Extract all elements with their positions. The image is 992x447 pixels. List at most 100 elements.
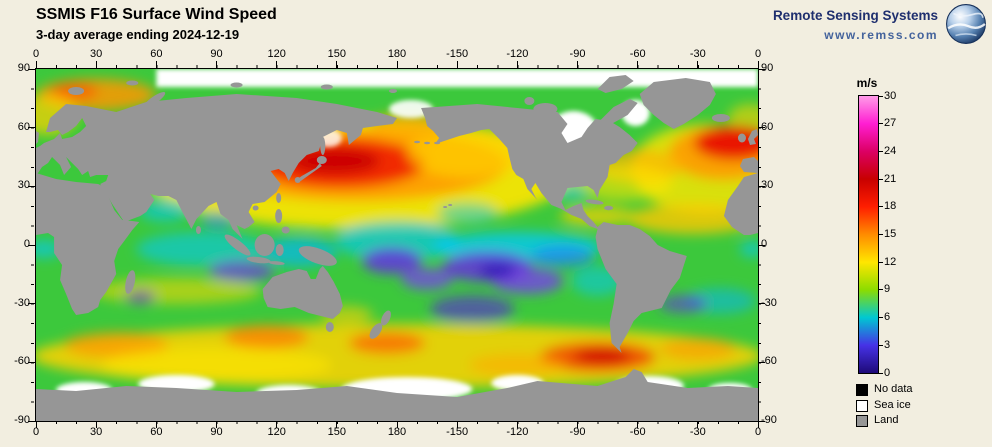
legend-label-no-data: No data — [874, 383, 913, 395]
colorbar-tick-label: 21 — [884, 172, 897, 185]
colorbar-tick-label: 3 — [884, 338, 891, 351]
lat-axis-label-right: 60 — [761, 120, 774, 133]
lat-major-tick-right — [758, 68, 765, 70]
lon-major-tick-top — [216, 61, 217, 68]
colorbar-tick — [879, 372, 883, 374]
colorbar-tick-label: 12 — [884, 255, 897, 268]
lon-axis-label-bottom: 90 — [210, 426, 223, 438]
legend-label-sea-ice: Sea ice — [874, 398, 911, 411]
landmass-greenland — [639, 78, 716, 129]
landmass-hawaii-1 — [443, 206, 448, 208]
colorbar-tick — [879, 344, 883, 346]
landmass-sri-lanka — [195, 226, 201, 234]
earth-globe-icon — [945, 3, 987, 45]
page-title: SSMIS F16 Surface Wind Speed — [36, 6, 277, 23]
lat-axis-label-right: 0 — [761, 238, 795, 251]
lat-major-tick-left — [28, 185, 35, 187]
lon-major-tick-bottom — [155, 421, 157, 428]
colorbar-tick — [879, 289, 883, 291]
lon-major-tick-bottom — [35, 421, 37, 428]
colorbar-tick — [879, 150, 883, 152]
lon-axis-label-bottom: -30 — [689, 426, 706, 438]
lat-axis-label-right: 30 — [761, 179, 774, 192]
landmass-sakhalin — [320, 137, 326, 155]
lon-major-tick-top — [396, 61, 398, 68]
landmass-banks-island — [524, 97, 535, 105]
lat-axis-label-left: 0 — [23, 238, 30, 250]
colorbar — [858, 95, 879, 374]
colorbar-tick — [879, 95, 883, 97]
colorbar-tick — [879, 206, 883, 208]
lon-axis-label-bottom: 120 — [267, 426, 286, 438]
landmass-americas — [421, 104, 687, 353]
colorbar-tick-label: 15 — [884, 228, 897, 240]
landmass-ireland — [737, 133, 746, 143]
landmass-new-siberian — [320, 84, 333, 90]
landmass-nz-south — [369, 323, 383, 339]
legend-swatch-no-data — [856, 384, 868, 396]
landmass-wrangel — [388, 89, 397, 93]
lon-axis-label-bottom: 150 — [327, 426, 346, 438]
legend-swatch-land — [856, 415, 868, 427]
lon-major-tick-bottom — [216, 421, 217, 428]
colorbar-tick-label: 18 — [884, 200, 897, 213]
landmass-nz-north — [380, 310, 391, 326]
colorbar-tick-label: 24 — [884, 144, 897, 157]
lon-major-tick-bottom — [95, 421, 97, 428]
lon-major-tick-top — [155, 61, 157, 68]
lon-major-tick-bottom — [396, 421, 398, 428]
landmass-britain-east — [36, 131, 40, 144]
landmass-lesser-sunda — [268, 261, 285, 265]
lat-axis-label-left: -60 — [14, 355, 30, 368]
landmass-severnaya-zemlya — [230, 82, 243, 88]
landmass-aleutian-2 — [424, 141, 431, 145]
colorbar-tick — [879, 234, 883, 235]
landmass-hokkaido — [316, 156, 327, 164]
landmass-aleutian-3 — [434, 141, 441, 145]
colorbar-tick-label: 30 — [884, 89, 897, 102]
lon-axis-label-top: -60 — [629, 48, 646, 60]
landmass-victoria-island — [533, 103, 558, 115]
colorbar-tick — [879, 123, 883, 125]
lat-axis-label-right: -60 — [761, 355, 777, 368]
lat-axis-label-right: -30 — [761, 296, 777, 309]
lat-axis-label-left: -30 — [14, 296, 30, 309]
lat-major-tick-right — [758, 244, 765, 246]
landmass-franz-josef — [126, 80, 139, 86]
landmass-baffin-island — [597, 99, 638, 127]
landmass-britain — [747, 129, 758, 145]
lat-major-tick-right — [758, 420, 765, 422]
lon-major-tick-bottom — [516, 421, 518, 428]
landmass-aleutian-1 — [414, 140, 421, 144]
colorbar-tick-label: 0 — [884, 366, 891, 379]
landmass-iberia — [739, 157, 758, 173]
landmass-australia — [262, 266, 343, 319]
colorbar-tick — [879, 317, 883, 319]
lon-axis-label-bottom: 60 — [150, 426, 163, 438]
legend-swatch-sea-ice — [856, 399, 868, 412]
landmass-kyushu — [294, 177, 301, 183]
landmass-eurasia — [36, 94, 397, 239]
landmass-hawaii-2 — [448, 204, 453, 206]
lon-axis-label-top: -120 — [506, 48, 529, 60]
lat-major-tick-left — [28, 420, 35, 422]
colorbar-tick — [879, 261, 883, 263]
landmass-honshu — [297, 163, 322, 181]
lon-axis-label-top: 120 — [267, 48, 286, 60]
lon-axis-label-bottom: -60 — [629, 426, 646, 438]
lon-axis-label-top: -30 — [689, 48, 706, 60]
landmass-madagascar — [125, 270, 136, 294]
lon-major-tick-top — [577, 61, 578, 68]
landmass-hispaniola — [604, 205, 614, 211]
landmass-java — [246, 256, 271, 264]
branding-block: Remote Sensing Systems www.remss.com — [773, 8, 938, 42]
lon-major-tick-bottom — [336, 421, 338, 428]
lon-axis-label-bottom: 0 — [32, 426, 40, 438]
world-wind-map — [35, 68, 759, 422]
lon-major-tick-top — [697, 61, 699, 68]
lon-axis-label-bottom: 30 — [90, 426, 103, 438]
landmass-novaya-zemlya — [143, 92, 166, 108]
colorbar-tick-label: 9 — [884, 283, 891, 296]
lon-axis-label-top: 0 — [32, 48, 40, 60]
landmass-sulawesi — [275, 244, 284, 256]
